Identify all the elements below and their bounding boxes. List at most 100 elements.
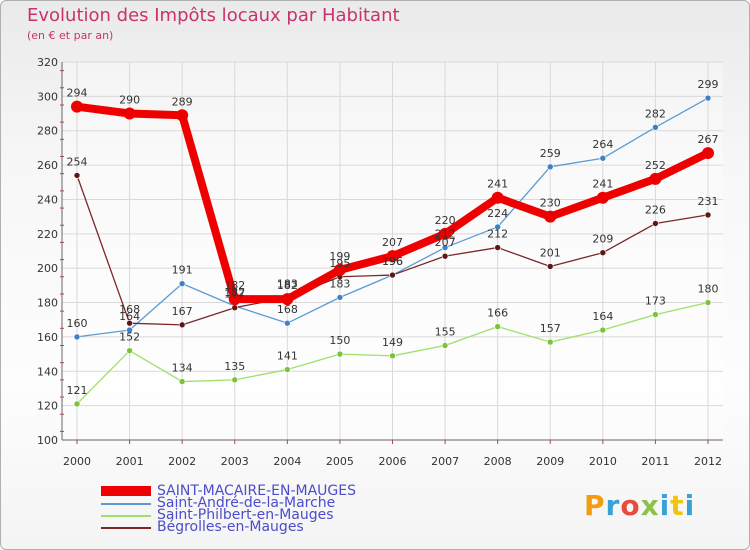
y-tick-label: 180 (37, 297, 58, 310)
y-tick-label: 200 (37, 262, 58, 275)
data-point (599, 326, 607, 334)
data-point (178, 378, 186, 385)
data-point (491, 191, 504, 204)
logo-letter: t (670, 489, 685, 522)
data-label: 201 (540, 246, 561, 259)
y-tick-label: 160 (37, 331, 58, 344)
data-point (73, 172, 81, 179)
data-label: 299 (698, 78, 719, 91)
y-tick-label: 220 (37, 228, 58, 241)
legend-swatch (101, 527, 151, 529)
data-label: 212 (435, 228, 456, 241)
data-label: 196 (382, 255, 403, 268)
legend-item: Bégrolles-en-Mauges (101, 519, 431, 535)
x-tick-label: 2009 (536, 455, 564, 468)
x-tick-label: 2005 (326, 455, 354, 468)
data-point (284, 366, 291, 373)
data-label: 166 (487, 307, 508, 320)
data-point (333, 263, 346, 276)
data-point (389, 271, 396, 279)
data-label: 231 (698, 195, 719, 208)
y-tick-label: 140 (37, 365, 58, 378)
data-label: 141 (277, 350, 298, 363)
x-tick-label: 2011 (641, 455, 669, 468)
y-tick-label: 260 (37, 159, 58, 172)
data-point (439, 227, 452, 240)
logo-letter: P (584, 489, 606, 522)
data-label: 182 (224, 286, 245, 299)
data-label: 134 (172, 362, 193, 375)
data-point (123, 107, 136, 120)
x-tick-label: 2006 (379, 455, 407, 468)
data-point (494, 223, 501, 231)
x-tick-label: 2008 (484, 455, 512, 468)
data-point (228, 293, 241, 306)
data-label: 267 (698, 133, 719, 146)
data-point (652, 311, 659, 318)
x-tick-label: 2007 (431, 455, 459, 468)
data-point (126, 326, 133, 334)
data-label: 183 (277, 277, 298, 290)
x-tick-label: 2010 (589, 455, 617, 468)
data-point (73, 400, 81, 408)
data-point (704, 299, 712, 306)
data-point (546, 163, 554, 171)
data-label: 160 (67, 317, 88, 330)
data-point (652, 220, 659, 227)
data-label: 152 (119, 331, 140, 344)
data-point (336, 294, 344, 301)
data-point (176, 109, 189, 122)
data-point (389, 352, 396, 360)
data-label: 207 (382, 236, 403, 249)
logo-letter: r (605, 489, 621, 522)
data-point (178, 280, 186, 287)
data-label: 264 (592, 138, 613, 151)
data-point (231, 376, 239, 384)
data-point (599, 154, 607, 162)
data-point (178, 321, 186, 329)
data-label: 207 (435, 236, 456, 249)
data-point (441, 342, 449, 349)
data-label: 182 (277, 279, 298, 292)
data-label: 168 (119, 303, 140, 316)
data-label: 173 (645, 295, 666, 308)
legend-swatch (101, 486, 151, 496)
data-point (284, 319, 291, 327)
data-point (71, 100, 83, 113)
data-label: 135 (224, 360, 245, 373)
data-label: 259 (540, 147, 561, 160)
y-tick-label: 320 (37, 56, 58, 69)
data-label: 157 (540, 322, 561, 335)
legend-item: SAINT-MACAIRE-EN-MAUGES (101, 483, 431, 499)
data-point (546, 263, 554, 270)
data-label: 155 (435, 326, 456, 339)
data-point (231, 304, 239, 312)
proxiti-logo: Proxiti (584, 489, 695, 522)
legend-label: Saint-Philbert-en-Mauges (157, 507, 334, 523)
data-point (126, 347, 133, 354)
data-point (386, 250, 399, 263)
x-tick-label: 2004 (273, 455, 301, 468)
data-point (704, 94, 712, 102)
y-tick-label: 280 (37, 125, 58, 138)
data-point (281, 293, 294, 306)
data-label: 195 (329, 257, 350, 270)
chart-subtitle: (en € et par an) (27, 29, 114, 42)
data-label: 230 (540, 197, 561, 210)
logo-letter: i (659, 489, 671, 522)
y-tick-label: 300 (37, 90, 58, 103)
data-label: 254 (67, 155, 88, 168)
data-label: 177 (224, 288, 245, 301)
x-tick-label: 2001 (116, 455, 144, 468)
data-point (652, 123, 659, 131)
data-label: 224 (487, 207, 508, 220)
data-point (544, 210, 557, 223)
data-label: 196 (382, 255, 403, 268)
data-label: 220 (435, 214, 456, 227)
data-label: 191 (172, 264, 193, 277)
x-tick-label: 2002 (168, 455, 196, 468)
data-label: 121 (67, 384, 88, 397)
legend-label: Bégrolles-en-Mauges (157, 519, 304, 535)
data-point (704, 211, 712, 219)
